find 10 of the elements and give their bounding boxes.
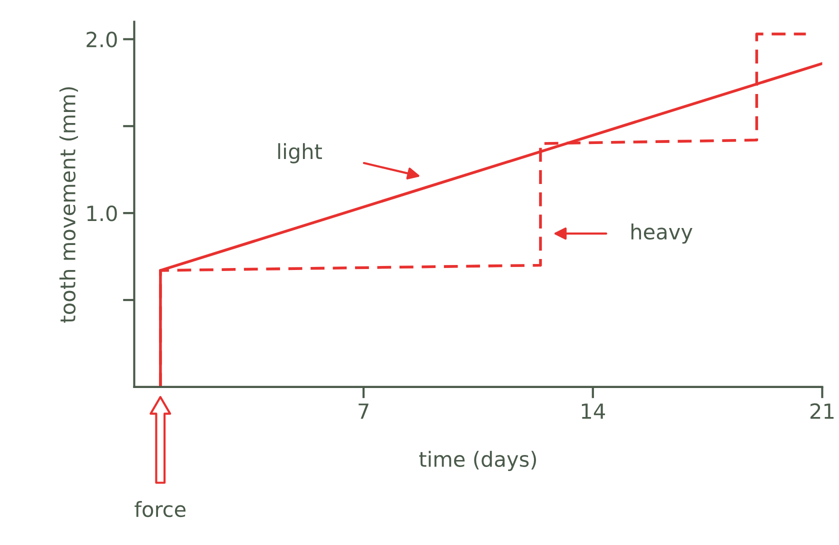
y-axis-title: tooth movement (mm) xyxy=(59,87,78,323)
x-tick-label: 7 xyxy=(358,404,368,419)
text: force xyxy=(134,501,186,518)
x-axis-title: time (days) xyxy=(419,450,536,472)
x-tick-label: 21 xyxy=(810,403,834,419)
annotation: light xyxy=(278,143,322,164)
annotation: heavy xyxy=(631,224,692,244)
y-tick-label: 1.0 xyxy=(87,206,117,222)
x-tick-label: 14 xyxy=(582,404,605,419)
y-tick-label: 2.0 xyxy=(86,32,117,48)
